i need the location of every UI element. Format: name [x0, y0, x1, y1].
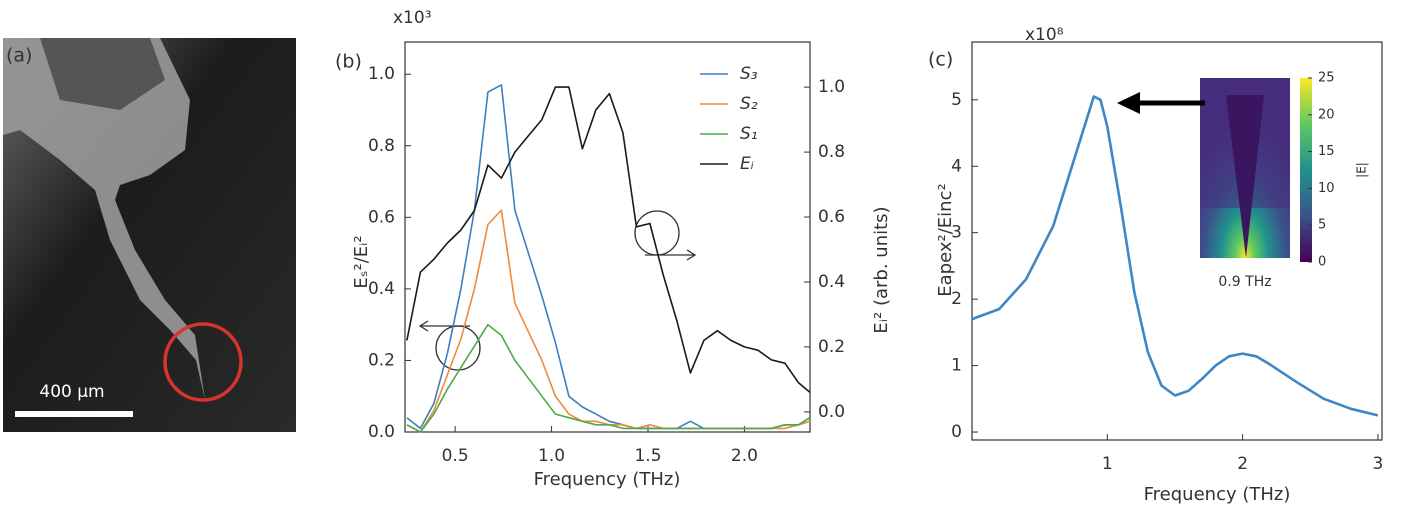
y2-tick-label: 1.0 — [818, 77, 845, 97]
y-tick-label: 0.2 — [368, 350, 395, 370]
legend-label: S₁ — [740, 124, 758, 144]
y-tick-label: 4 — [951, 156, 962, 176]
data-line — [406, 323, 811, 433]
x-tick-label: 2 — [1237, 454, 1248, 474]
legend-label: S₂ — [740, 94, 758, 114]
plot-frame — [971, 41, 1383, 441]
y-axis-label: Eapex²/Einc² — [935, 183, 956, 296]
y-tick-label: 3 — [951, 223, 962, 243]
panel-label: (a) — [6, 45, 32, 67]
y-tick-label: 2 — [951, 289, 962, 309]
colorbar-tick-label: 25 — [1318, 71, 1335, 86]
inset-heatmap — [1117, 78, 1312, 262]
data-line — [406, 209, 811, 433]
plot-frame — [404, 41, 811, 433]
legend-label: S₃ — [740, 64, 758, 84]
y-tick-label: 0.4 — [368, 279, 395, 299]
y-tick-label: 0.0 — [368, 422, 395, 442]
x-axis-label: Frequency (THz) — [1144, 484, 1291, 505]
x-tick-label: 1.5 — [634, 446, 661, 466]
x-tick-label: 0.5 — [442, 446, 469, 466]
y-tick-label: 1 — [951, 356, 962, 376]
panel-label: (c) — [928, 49, 953, 71]
x-tick-label: 1.0 — [538, 446, 565, 466]
y-axis-label: Eₛ²/Eᵢ² — [351, 235, 372, 288]
y2-tick-label: 0.6 — [818, 207, 845, 227]
y-tick-label: 0.6 — [368, 207, 395, 227]
x-tick-label: 3 — [1373, 454, 1384, 474]
y-tick-label: 5 — [951, 90, 962, 110]
legend-label: Eᵢ — [740, 154, 754, 174]
y-tick-label: 1.0 — [368, 64, 395, 84]
colorbar-tick-label: 20 — [1318, 107, 1335, 122]
y2-tick-label: 0.0 — [818, 402, 845, 422]
inset-caption: 0.9 THz — [1218, 274, 1271, 290]
colorbar-tick-label: 10 — [1318, 181, 1335, 196]
sem-image — [3, 38, 296, 432]
colorbar-tick-label: 15 — [1318, 144, 1335, 159]
y2-tick-label: 0.2 — [818, 337, 845, 357]
axis-annotations — [418, 210, 697, 371]
data-line — [971, 95, 1379, 417]
y2-tick-label: 0.8 — [818, 142, 845, 162]
panel-label: (b) — [335, 51, 362, 73]
colorbar-tick-label: 5 — [1318, 218, 1326, 233]
colorbar-tick-label: 0 — [1318, 255, 1326, 270]
x-tick-label: 2.0 — [731, 446, 758, 466]
axis-multiplier: x10⁸ — [1025, 25, 1064, 45]
y-tick-label: 0.8 — [368, 136, 395, 156]
colorbar-label: |E| — [1355, 162, 1369, 178]
y-tick-label: 0 — [951, 422, 962, 442]
scale-bar-label: 400 µm — [39, 382, 104, 402]
x-tick-label: 1 — [1102, 454, 1113, 474]
y2-tick-label: 0.4 — [818, 272, 845, 292]
data-line — [406, 86, 811, 394]
x-axis-label: Frequency (THz) — [534, 469, 681, 490]
y2-axis-label: Eᵢ² (arb. units) — [871, 206, 892, 333]
axis-multiplier: x10³ — [393, 8, 432, 28]
